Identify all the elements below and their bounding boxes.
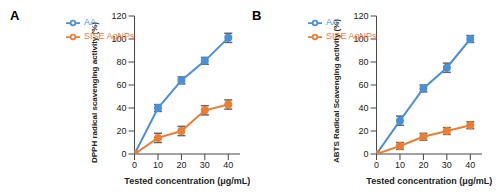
svg-text:Tested concentration (μg/mL): Tested concentration (μg/mL) (124, 176, 250, 186)
svg-text:60: 60 (117, 80, 127, 90)
svg-text:40: 40 (465, 160, 475, 170)
svg-text:0: 0 (374, 160, 379, 170)
svg-text:10: 10 (153, 160, 163, 170)
svg-text:40: 40 (359, 103, 369, 113)
svg-text:40: 40 (223, 160, 233, 170)
svg-text:20: 20 (359, 126, 369, 136)
svg-text:30: 30 (200, 160, 210, 170)
svg-text:60: 60 (359, 80, 369, 90)
svg-text:120: 120 (354, 11, 369, 21)
svg-text:80: 80 (359, 57, 369, 67)
svg-text:DPPH radical scavenging activi: DPPH radical scavenging activity (%) (90, 22, 99, 163)
svg-text:30: 30 (442, 160, 452, 170)
svg-text:ABTS Radical Scavenging activi: ABTS Radical Scavenging activity (%) (332, 19, 341, 163)
svg-text:100: 100 (354, 34, 369, 44)
svg-text:0: 0 (364, 149, 369, 159)
svg-text:120: 120 (112, 11, 127, 21)
svg-text:0: 0 (122, 149, 127, 159)
svg-text:20: 20 (117, 126, 127, 136)
svg-text:10: 10 (395, 160, 405, 170)
svg-text:40: 40 (117, 103, 127, 113)
svg-text:20: 20 (176, 160, 186, 170)
svg-text:20: 20 (418, 160, 428, 170)
svg-text:80: 80 (117, 57, 127, 67)
svg-text:0: 0 (132, 160, 137, 170)
svg-text:100: 100 (112, 34, 127, 44)
svg-text:Tested concentration (μg/mL): Tested concentration (μg/mL) (366, 176, 492, 186)
